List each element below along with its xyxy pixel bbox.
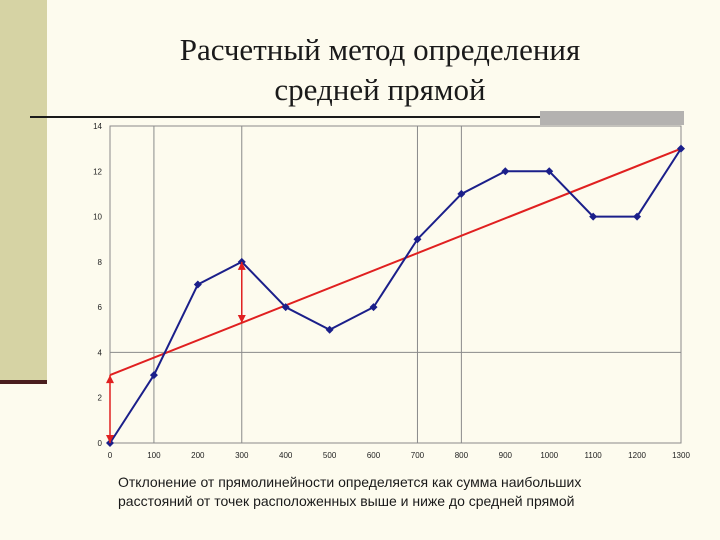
- decorative-side-bar: [0, 0, 47, 382]
- x-tick-label-700: 700: [411, 451, 425, 460]
- data-point-100: [149, 371, 158, 380]
- x-tick-label-100: 100: [147, 451, 161, 460]
- slide-title-line-1: Расчетный метод определения: [179, 32, 581, 67]
- caption: Отклонение от прямолинейности определяет…: [118, 473, 678, 511]
- data-point-1200: [633, 212, 642, 221]
- x-tick-label-800: 800: [455, 451, 469, 460]
- y-tick-label-12: 12: [93, 167, 102, 176]
- data-point-700: [413, 235, 422, 244]
- caption-line-2: расстояний от точек расположенных выше и…: [118, 493, 575, 509]
- y-tick-label-2: 2: [98, 394, 103, 403]
- x-tick-label-300: 300: [235, 451, 249, 460]
- data-point-1100: [589, 212, 598, 221]
- data-point-400: [281, 303, 290, 312]
- data-point-1300: [677, 144, 685, 153]
- decorative-side-bar-line: [0, 380, 47, 384]
- x-tick-label-0: 0: [108, 451, 113, 460]
- mean-line: [109, 147, 682, 377]
- x-tick-label-1200: 1200: [628, 451, 646, 460]
- data-point-1000: [545, 167, 554, 176]
- title-underline-accent: [540, 111, 684, 125]
- deviation-arrow-head-bottom-300: [237, 314, 246, 323]
- deviation-arrow-head-top-300: [237, 261, 246, 270]
- caption-line-1: Отклонение от прямолинейности определяет…: [118, 474, 582, 490]
- title-underline: [30, 116, 540, 118]
- data-point-900: [501, 167, 510, 176]
- tick-label-layer: 0 100 200 300 400 500 600 700 800 900 1000 1100 1200…: [93, 122, 690, 460]
- series-layer: [106, 144, 685, 447]
- series-line: [109, 148, 682, 444]
- x-tick-label-500: 500: [323, 451, 337, 460]
- y-tick-label-0: 0: [98, 439, 103, 448]
- chart: 0 100 200 300 400 500 600 700 800 900 1000 1100 1200…: [93, 122, 690, 460]
- slide-title-line-2: средней прямой: [274, 72, 486, 107]
- data-point-200: [193, 280, 202, 289]
- data-point-600: [369, 303, 378, 312]
- deviation-arrow-layer: [106, 261, 246, 443]
- y-tick-label-6: 6: [98, 303, 103, 312]
- deviation-arrow-head-bottom-0: [106, 435, 114, 443]
- grid-layer: [109, 125, 682, 444]
- x-tick-label-900: 900: [499, 451, 513, 460]
- x-tick-label-1100: 1100: [585, 451, 603, 460]
- x-tick-label-1300: 1300: [672, 451, 690, 460]
- plot-frame: [109, 125, 682, 444]
- y-tick-label-8: 8: [98, 258, 103, 267]
- x-tick-label-600: 600: [367, 451, 381, 460]
- y-tick-label-10: 10: [93, 213, 102, 222]
- x-tick-label-1000: 1000: [540, 451, 558, 460]
- data-point-500: [325, 325, 334, 334]
- x-tick-label-200: 200: [191, 451, 205, 460]
- x-tick-label-400: 400: [279, 451, 293, 460]
- trend-line-layer: [109, 147, 682, 377]
- deviation-arrow-head-top-0: [106, 375, 114, 384]
- data-point-800: [457, 189, 466, 198]
- y-tick-label-14: 14: [93, 122, 102, 131]
- y-tick-label-4: 4: [98, 348, 103, 357]
- slide-title: Расчетный метод определения средней прям…: [100, 30, 660, 110]
